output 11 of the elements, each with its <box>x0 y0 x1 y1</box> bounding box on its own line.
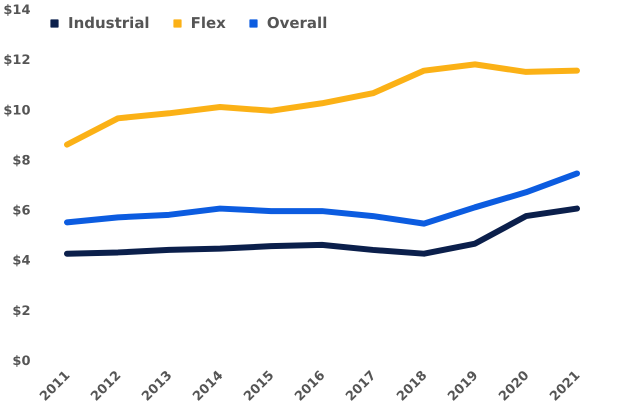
y-tick-label: $6 <box>12 204 31 219</box>
y-tick-label: $2 <box>12 304 31 319</box>
y-tick-label: $10 <box>3 103 31 118</box>
legend-label: Overall <box>266 14 328 32</box>
y-tick-label: $14 <box>3 3 31 18</box>
legend-label: Flex <box>190 14 226 32</box>
legend-label: Industrial <box>68 14 150 32</box>
y-tick-label: $4 <box>12 254 31 269</box>
y-tick-label: $8 <box>12 153 31 168</box>
y-tick-label: $0 <box>12 354 31 369</box>
y-tick-label: $12 <box>3 53 31 68</box>
